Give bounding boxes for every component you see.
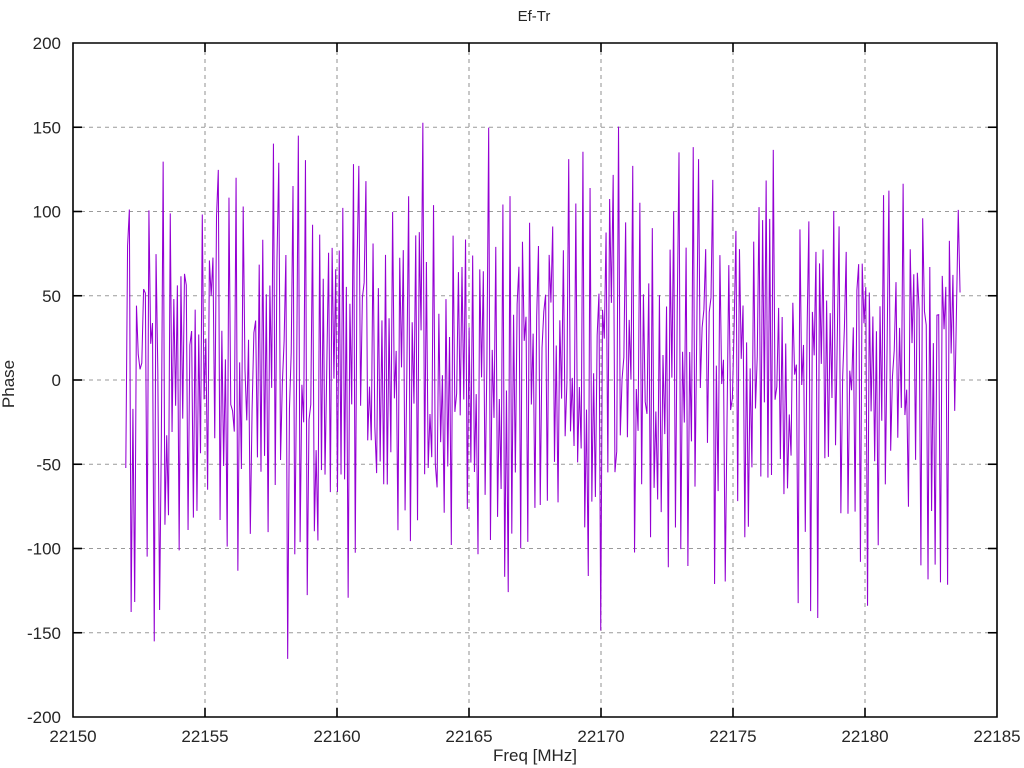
plot-area-border xyxy=(72,42,998,718)
y-tick-label: -100 xyxy=(27,540,61,559)
y-tick-label: 50 xyxy=(42,287,61,306)
y-tick-label: 150 xyxy=(33,118,61,137)
x-axis-tick-labels: 22150 22155 22160 22165 22170 22175 22180 22185 xyxy=(49,727,1020,746)
y-tick-label: 100 xyxy=(33,203,61,222)
x-tick-label: 22180 xyxy=(841,727,888,746)
y-tick-label: 0 xyxy=(52,371,61,390)
y-tick-label: 200 xyxy=(33,34,61,53)
data-series-layer xyxy=(125,122,961,659)
x-tick-label: 22185 xyxy=(973,727,1020,746)
tick-marks xyxy=(73,43,997,717)
x-axis-title: Freq [MHz] xyxy=(493,746,577,765)
x-tick-label: 22155 xyxy=(181,727,228,746)
y-axis-title: Phase xyxy=(0,360,18,408)
y-tick-label: -200 xyxy=(27,708,61,727)
x-tick-label: 22150 xyxy=(49,727,96,746)
y-tick-label: -150 xyxy=(27,624,61,643)
y-axis-tick-labels: -200 -150 -100 -50 0 50 100 150 200 xyxy=(27,34,61,727)
y-tick-label: -50 xyxy=(36,455,61,474)
x-tick-label: 22165 xyxy=(445,727,492,746)
x-tick-label: 22175 xyxy=(709,727,756,746)
x-tick-label: 22160 xyxy=(313,727,360,746)
chart-title: Ef-Tr xyxy=(518,8,551,25)
data-series-line xyxy=(125,122,961,659)
x-tick-label: 22170 xyxy=(577,727,624,746)
